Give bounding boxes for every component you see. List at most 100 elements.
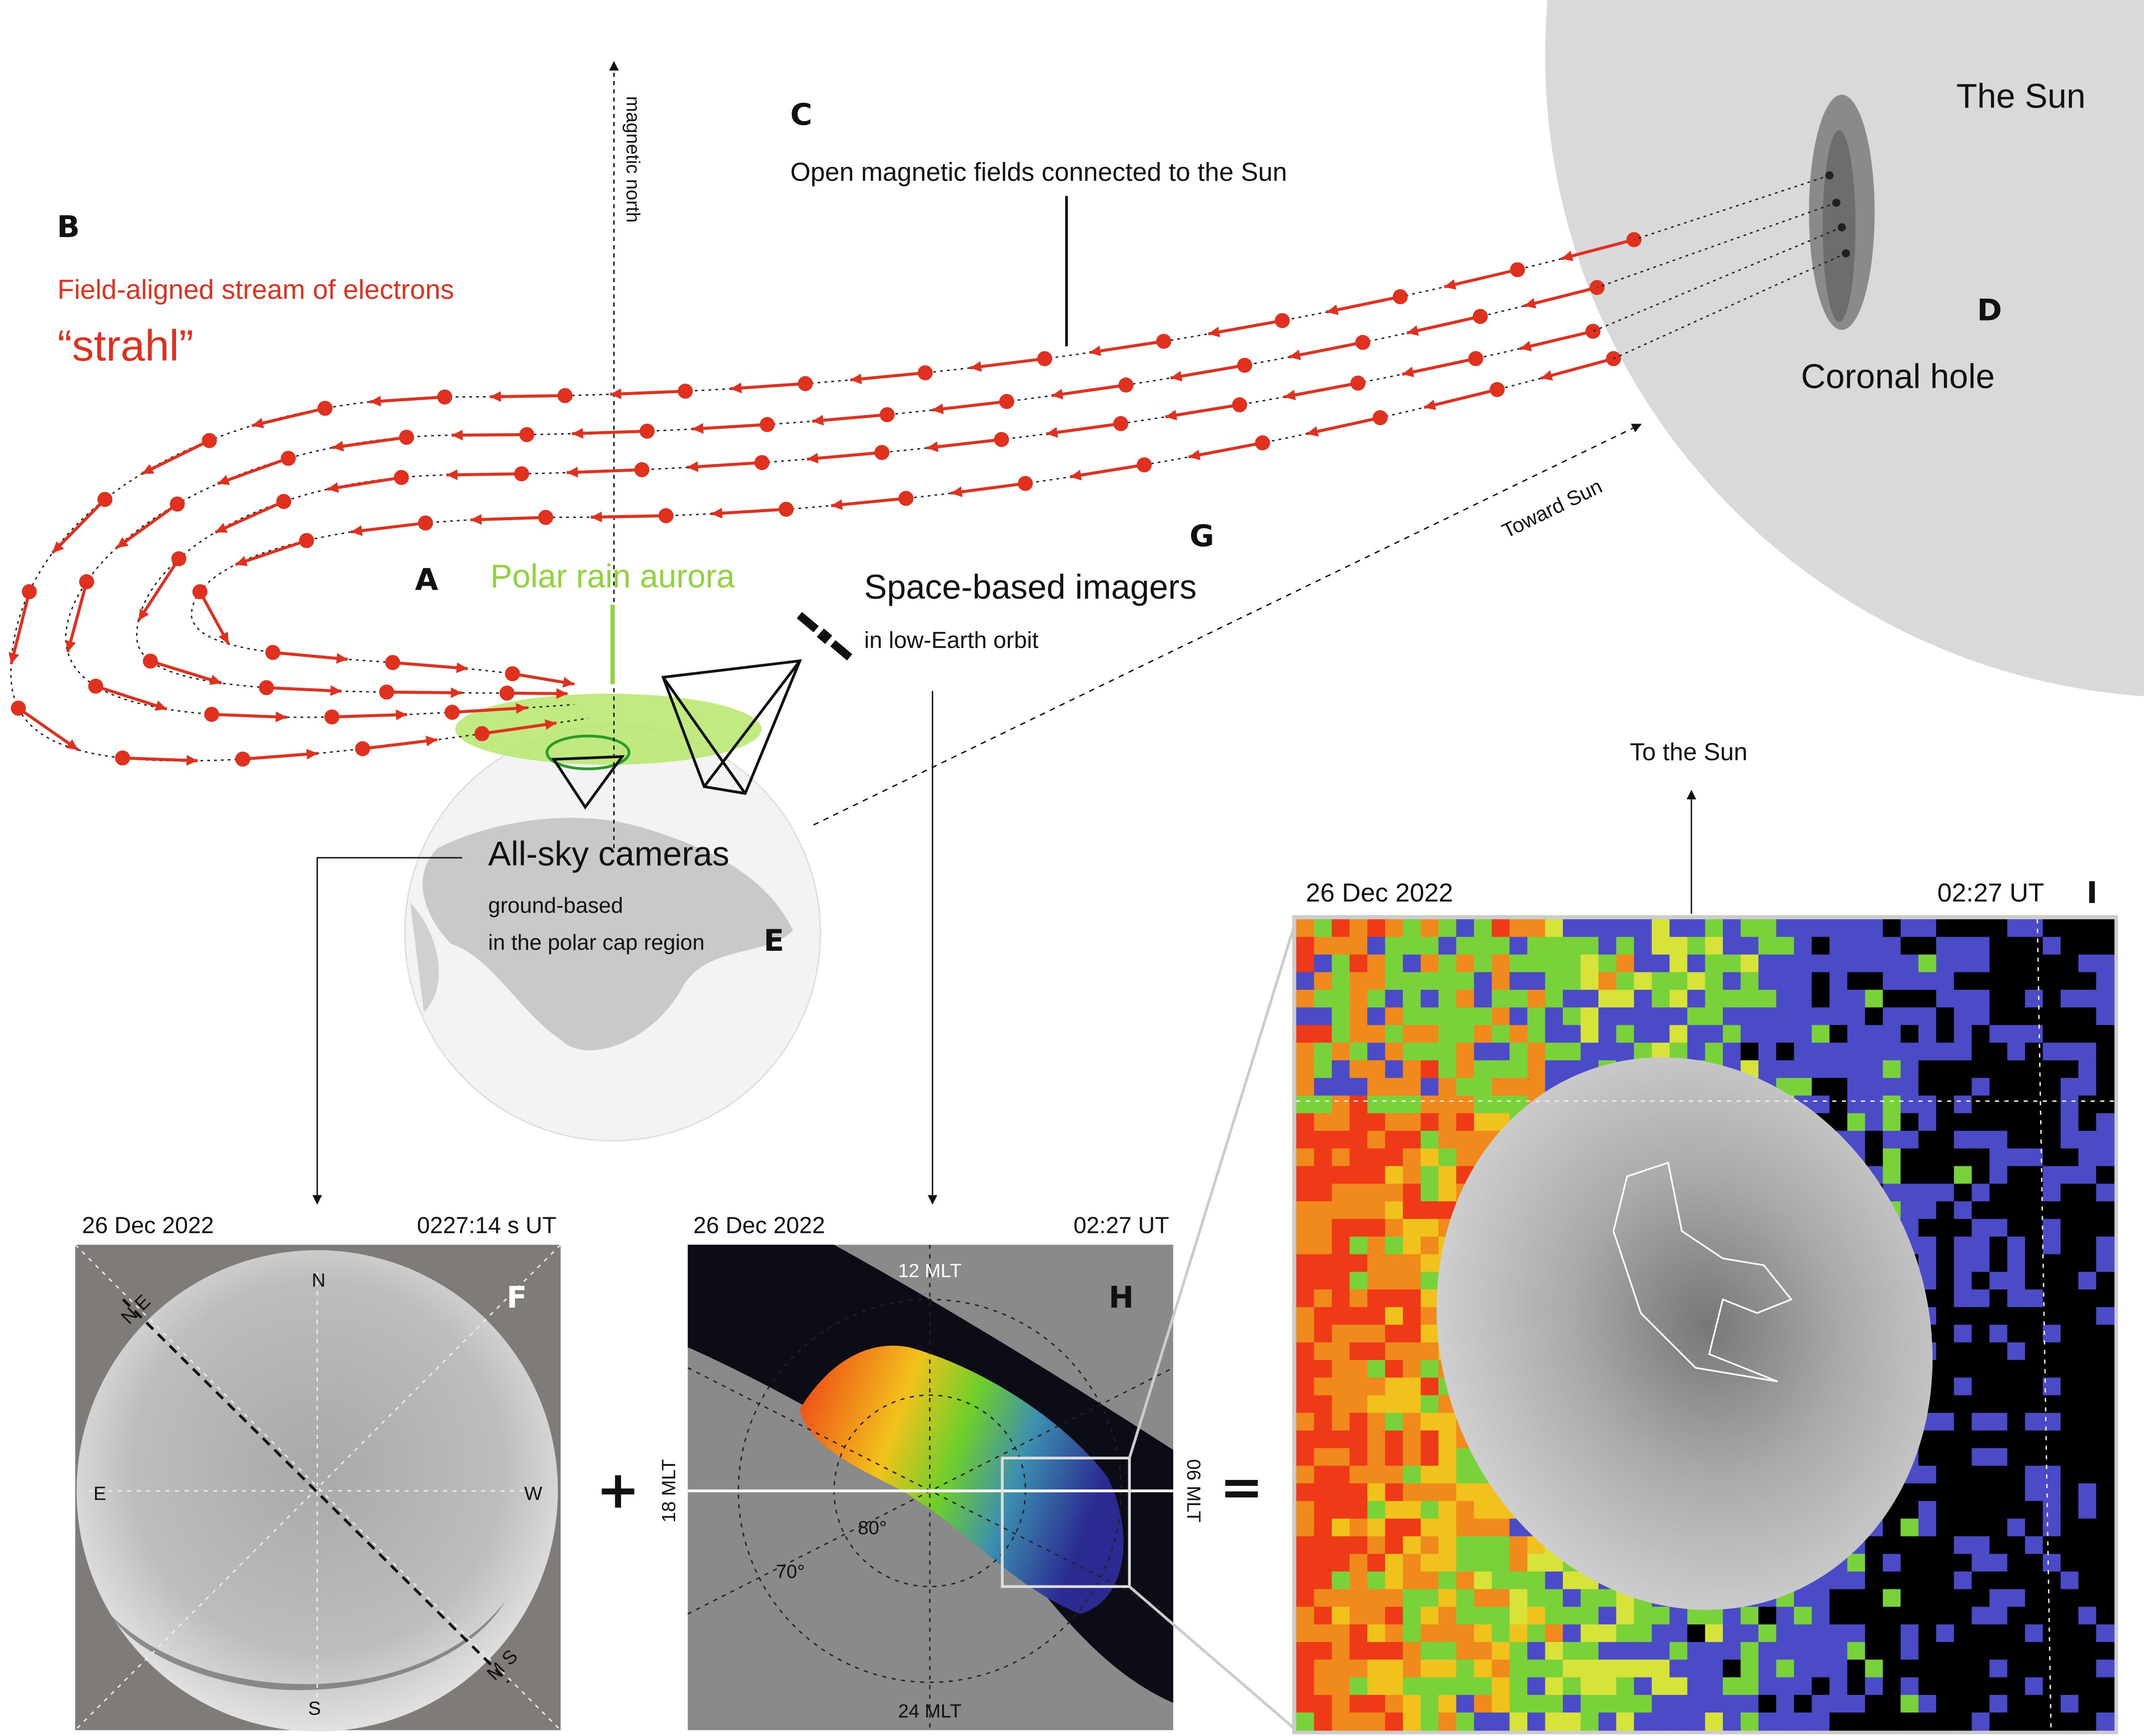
electron-arrow [926, 438, 1002, 450]
pixel [2078, 1025, 2097, 1043]
pixel [1331, 1553, 1350, 1572]
pixel [1722, 1694, 1741, 1713]
pixel [1474, 1025, 1492, 1043]
pixel [1953, 1377, 1972, 1396]
pixel [1367, 1377, 1386, 1396]
pixel [1331, 1078, 1350, 1096]
pixel [1847, 1606, 1866, 1625]
pixel [2096, 1236, 2114, 1255]
pixel [1882, 1642, 1901, 1660]
pixel [2007, 954, 2026, 973]
pixel [1474, 1501, 1492, 1519]
pixel [1918, 1501, 1937, 1519]
pixel [1580, 1624, 1599, 1643]
pixel [1882, 972, 1901, 991]
pixel [1420, 1412, 1439, 1431]
pixel [1936, 1430, 1955, 1449]
electron [1355, 335, 1370, 350]
pixel [1509, 954, 1528, 973]
pixel [1403, 1201, 1421, 1220]
electron-arrow [1051, 383, 1126, 398]
pixel [1740, 1642, 1759, 1660]
pixel [1403, 1712, 1421, 1731]
panel-letter: G [1190, 519, 1214, 554]
pixel [1598, 1624, 1617, 1643]
pixel [1882, 1677, 1901, 1695]
pixel [2078, 1324, 2097, 1343]
pixel [1474, 1095, 1492, 1114]
pixel [1971, 1025, 1990, 1043]
pixel [1616, 1677, 1635, 1695]
pixel [1829, 1007, 1848, 1026]
pixel [1847, 1042, 1866, 1061]
pixel [1563, 1571, 1581, 1590]
pixel [2060, 1694, 2079, 1713]
pixel [2042, 1219, 2061, 1237]
pixel [1349, 1219, 1368, 1237]
pixel [1527, 954, 1546, 973]
pixel [1936, 1694, 1955, 1713]
electron-arrowhead [687, 461, 699, 472]
pixel [1563, 954, 1581, 973]
pixel [2096, 1289, 2114, 1308]
pixel [1829, 1642, 1848, 1660]
pixel [1580, 1694, 1599, 1713]
pixel [1385, 1307, 1404, 1325]
mlt-label: 24 MLT [898, 1700, 962, 1722]
pixel [1456, 937, 1475, 955]
pixel [2025, 919, 2043, 938]
pixel [1936, 1219, 1955, 1237]
electron-arrow [1406, 315, 1481, 335]
pixel [1314, 1694, 1333, 1713]
pixel [2078, 1007, 2097, 1026]
pixel [1847, 1095, 1866, 1114]
pixel [1385, 1236, 1404, 1255]
pixel [1545, 1007, 1564, 1026]
pixel [2042, 1659, 2061, 1678]
pixel [1936, 1606, 1955, 1625]
electron-arrowhead [1444, 279, 1456, 290]
pixel [1314, 1130, 1333, 1149]
zoom-box [1001, 1456, 1131, 1588]
pixel [1829, 919, 1848, 938]
pixel [1705, 1677, 1724, 1695]
pixel [1456, 1025, 1475, 1043]
pixel [1900, 1536, 1919, 1554]
pixel [1385, 1113, 1404, 1132]
electron [394, 470, 409, 485]
pixel [1563, 1642, 1581, 1660]
pixel [1989, 1078, 2008, 1096]
pixel [2060, 1271, 2079, 1290]
electron [1037, 351, 1052, 367]
electron [276, 494, 292, 509]
pixel [1669, 954, 1688, 973]
pixel [1794, 1042, 1812, 1061]
pixel [1882, 954, 1901, 973]
electron-streams [9, 171, 1850, 767]
pixel [1989, 1518, 2008, 1537]
pixel [1314, 1271, 1333, 1290]
pixel [2042, 919, 2061, 938]
pixel [1616, 1712, 1635, 1731]
pixel [1598, 1042, 1617, 1061]
pixel [1314, 1483, 1333, 1502]
electron [760, 417, 775, 432]
pixel [1314, 1659, 1333, 1678]
electron [317, 401, 333, 416]
electron-arrowhead [490, 391, 501, 402]
pixel [2042, 1553, 2061, 1572]
pixel [1420, 1694, 1439, 1713]
pixel [2042, 1025, 2061, 1043]
pixel [2096, 1324, 2114, 1343]
pixel [1794, 1677, 1812, 1695]
electron-arrowhead [275, 711, 287, 722]
pixel [1634, 954, 1652, 973]
pixel [1900, 1042, 1919, 1061]
pixel [1758, 1677, 1777, 1695]
pixel [1474, 1078, 1492, 1096]
pixel [1651, 1712, 1670, 1731]
pixel [1403, 1448, 1421, 1466]
direction-label: E [94, 1483, 107, 1504]
pixel [1349, 1606, 1368, 1625]
pixel [1331, 1360, 1350, 1378]
